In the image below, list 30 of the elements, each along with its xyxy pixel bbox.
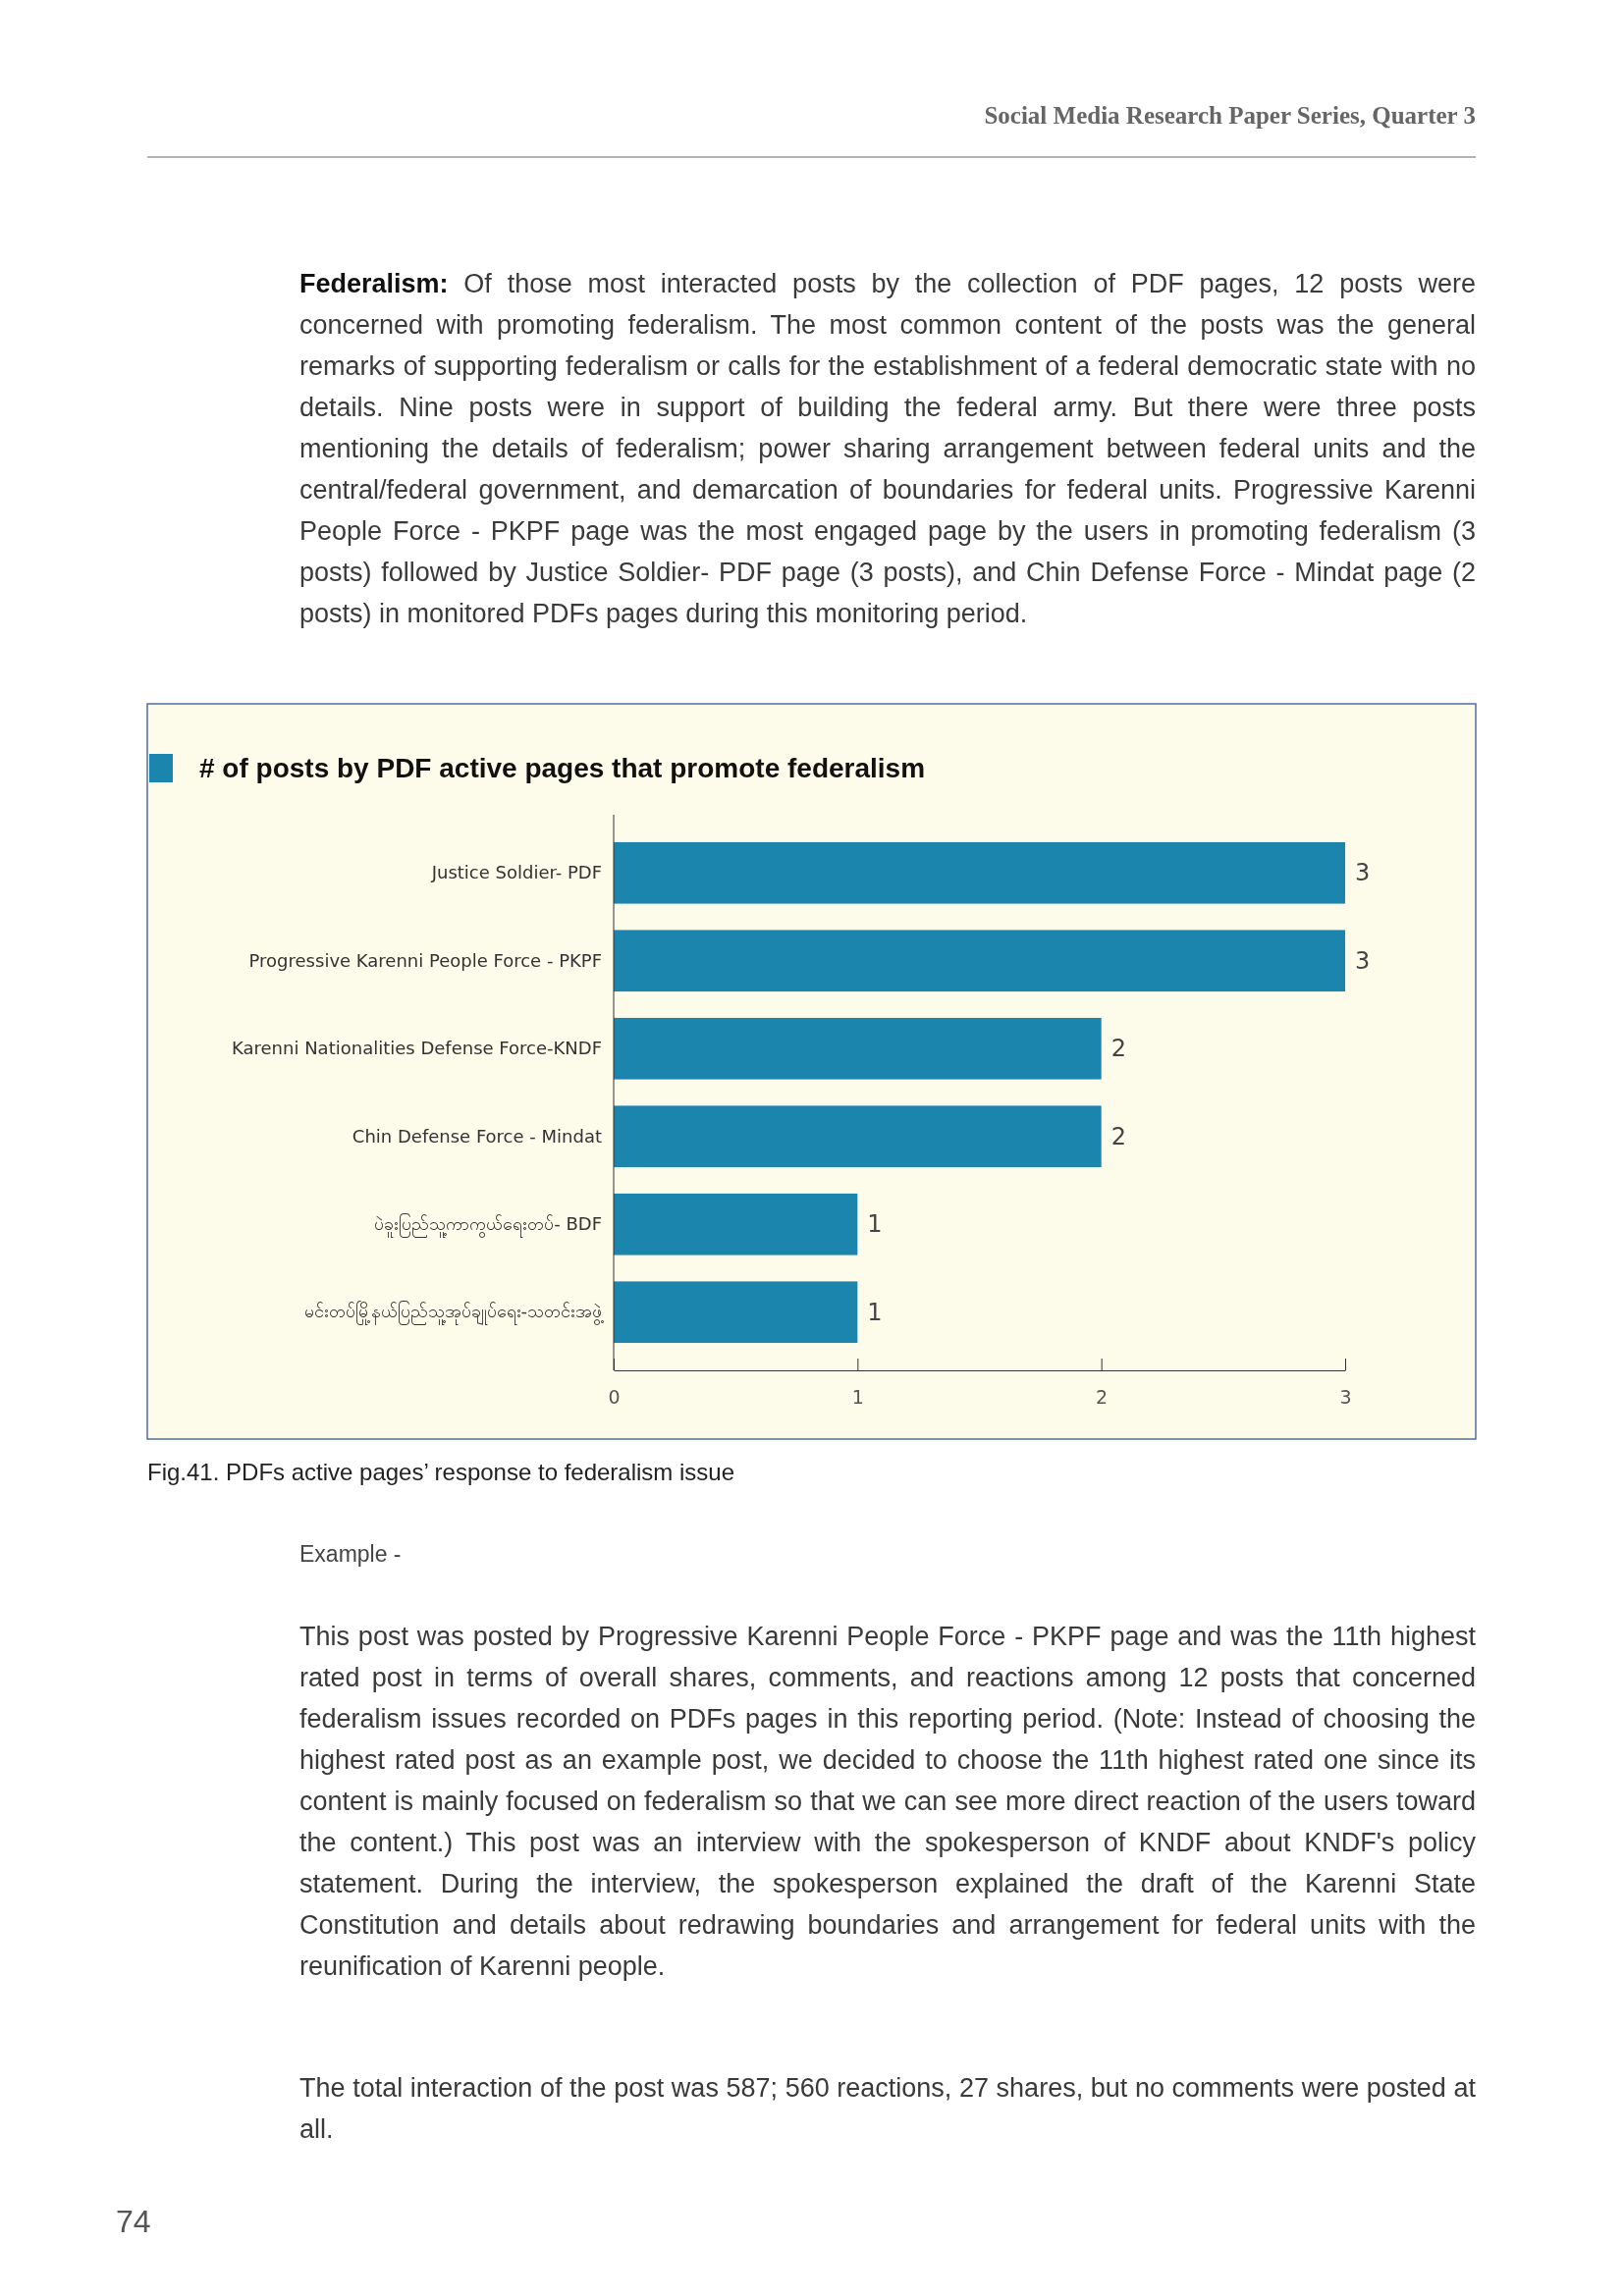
text: This post was posted by Progressive Karenni People Force - PKPF page and was the 11th highest rated post in terms of overall shares, comments, and reactions among 12 posts that concerned federalism issues recorded on PDFs pages in this reporting period. (Note: Instead of choosing the highest rated post as an example post, we decided to choose the 11th highest rated one since its content is mainly focused on federalism so that we can see more direct reaction of the users toward the content.) This post was an interview with the spokesperson of KNDF about KNDF's policy statement. During the interview, the spokesperson explained the draft of the Karenni State Constitution and details about redrawing boundaries and arrangement for federal units with the reunification of Karenni people. — [299, 1622, 1476, 1981]
data-label: 3 — [1355, 946, 1371, 975]
data-label: 3 — [1355, 859, 1371, 887]
text: The total interaction of the post was 587; 560 reactions, 27 shares, but no comments were posted at all. — [299, 2072, 1476, 2146]
caption: Fig.41. PDFs active pages’ response to federalism issue — [147, 1459, 736, 1486]
data-label: 1 — [867, 1298, 883, 1326]
x-tick-label: 0 — [608, 1386, 621, 1408]
x-tick-label: 2 — [1096, 1386, 1109, 1408]
text: Social Media Research Paper Series, Quarter 3 — [983, 102, 1476, 130]
chart-title: # of posts by PDF active pages that promote federalism — [199, 753, 926, 783]
text: Example - — [299, 1541, 403, 1568]
y-tick-label: Karenni Nationalities Defense Force-KNDF — [232, 1038, 602, 1059]
data-label: 1 — [867, 1210, 883, 1239]
y-tick-label: Chin Defense Force - Mindat — [352, 1125, 602, 1147]
text: Federalism: Of those most interacted posts by the collection of PDF pages, 12 posts were concerned with promoting federalism. The most common content of the posts was the general remarks of supporting federalism or calls for the establishment of a federal democratic state with no details. Nine posts were in support of building the federal army. But there were three posts mentioning the details of federalism; power sharing arrangement between federal units and the central/federal government, and demarcation of boundaries for federal units. Progressive Karenni People Force - PKPF page was the most engaged page by the users in promoting federalism (3 posts) followed by Justice Soldier- PDF page (3 posts), and Chin Defense Force - Mindat page (2 posts) in monitored PDFs pages during this monitoring period. — [299, 269, 1476, 628]
y-tick-label: Progressive Karenni People Force - PKPF — [248, 949, 602, 971]
y-tick-label: ပဲခူးပြည်သူ့ကာကွယ်ရေးတပ်- BDF — [374, 1213, 602, 1238]
bar — [614, 1105, 1102, 1168]
bar — [614, 1281, 858, 1344]
bar — [614, 930, 1345, 992]
bar — [614, 1193, 858, 1255]
x-tick-label: 3 — [1339, 1386, 1352, 1408]
text: 74 — [116, 2204, 152, 2240]
x-tick-label: 1 — [851, 1386, 864, 1408]
data-label: 2 — [1110, 1122, 1126, 1150]
y-tick-label: မင်းတပ်မြို့နယ်ပြည်သူ့အုပ်ချုပ်ရေး-သတင်းအဖွဲ့ — [303, 1301, 604, 1326]
bar — [614, 841, 1345, 904]
bar — [614, 1017, 1102, 1080]
data-label: 2 — [1110, 1035, 1126, 1063]
y-tick-label: Justice Soldier- PDF — [430, 862, 602, 883]
